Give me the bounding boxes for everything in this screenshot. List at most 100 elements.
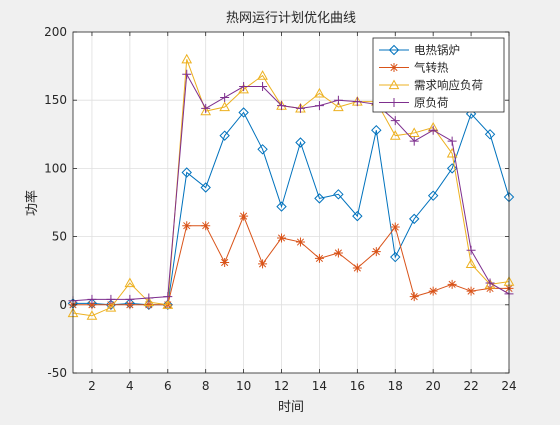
y-tick-label: 150 xyxy=(44,93,67,107)
x-tick-label: 20 xyxy=(426,379,441,393)
legend-marker xyxy=(388,79,400,90)
x-tick-label: 16 xyxy=(350,379,365,393)
y-tick-label: 100 xyxy=(44,161,67,175)
data-point xyxy=(238,83,249,94)
data-point xyxy=(105,301,117,312)
data-point xyxy=(239,82,249,92)
x-axis-label: 时间 xyxy=(278,400,304,415)
data-point xyxy=(125,294,135,304)
y-tick-label: 200 xyxy=(44,25,67,39)
x-tick-label: 12 xyxy=(274,379,289,393)
data-point xyxy=(333,95,343,105)
data-point xyxy=(144,300,154,310)
data-point xyxy=(333,189,344,200)
data-point xyxy=(182,221,192,231)
legend-label: 需求响应负荷 xyxy=(414,78,483,92)
data-point xyxy=(314,87,325,98)
legend-entry: 电热锅炉 xyxy=(379,43,460,57)
data-point xyxy=(314,253,324,263)
y-tick-label: 50 xyxy=(52,230,67,244)
legend-entry: 气转热 xyxy=(379,61,449,75)
y-axis-label: 功率 xyxy=(24,190,40,216)
data-point xyxy=(352,97,362,107)
data-point xyxy=(200,105,212,116)
data-point xyxy=(276,201,287,212)
data-point xyxy=(143,296,155,307)
chart-title: 热网运行计划优化曲线 xyxy=(226,11,356,26)
data-point xyxy=(295,237,305,247)
data-point xyxy=(408,127,420,138)
data-point xyxy=(220,92,230,102)
legend-marker xyxy=(389,63,399,72)
data-point xyxy=(181,53,193,64)
data-point xyxy=(162,299,174,309)
x-tick-label: 2 xyxy=(88,379,96,393)
data-point xyxy=(87,300,97,310)
data-point xyxy=(277,233,287,243)
data-point xyxy=(446,163,458,174)
y-tick-label: -50 xyxy=(47,366,67,380)
data-point xyxy=(219,101,231,112)
data-point xyxy=(409,292,419,302)
data-point xyxy=(409,213,420,225)
legend-marker xyxy=(388,44,400,56)
data-point xyxy=(200,182,211,193)
legend-label: 原负荷 xyxy=(414,96,449,110)
data-point xyxy=(295,103,305,113)
data-point xyxy=(465,258,477,268)
x-tick-label: 10 xyxy=(236,379,251,393)
data-point xyxy=(219,130,230,141)
x-tick-label: 14 xyxy=(312,379,327,393)
x-tick-label: 22 xyxy=(463,379,478,393)
data-point xyxy=(87,294,97,304)
data-point xyxy=(466,245,476,255)
legend-label: 气转热 xyxy=(414,61,449,75)
data-point xyxy=(390,222,400,232)
data-point xyxy=(258,82,268,92)
plot-frame xyxy=(72,31,510,374)
data-point xyxy=(163,292,173,302)
data-point xyxy=(314,193,325,204)
data-point xyxy=(390,116,400,126)
data-point xyxy=(295,137,306,148)
data-point xyxy=(447,279,457,289)
data-point xyxy=(371,247,381,257)
data-point xyxy=(485,278,495,288)
data-point xyxy=(144,293,154,303)
data-point xyxy=(428,286,438,296)
data-point xyxy=(106,294,116,304)
data-point xyxy=(181,167,192,178)
x-tick-label: 24 xyxy=(501,379,516,393)
data-point xyxy=(390,251,401,263)
x-tick-label: 8 xyxy=(202,379,210,393)
data-point xyxy=(352,263,362,273)
x-tick-label: 18 xyxy=(388,379,403,393)
data-point xyxy=(182,69,192,79)
data-point xyxy=(447,136,457,146)
data-point xyxy=(484,129,496,140)
data-point xyxy=(238,107,249,118)
data-point xyxy=(466,286,476,296)
legend-marker xyxy=(389,98,399,107)
data-point xyxy=(371,125,382,136)
legend-entry: 原负荷 xyxy=(379,96,449,110)
data-point xyxy=(124,277,136,288)
data-point xyxy=(201,221,211,231)
y-tick-label: 0 xyxy=(59,298,67,312)
legend-entry: 需求响应负荷 xyxy=(379,78,483,92)
data-point xyxy=(389,130,401,140)
data-point xyxy=(125,300,135,310)
data-point xyxy=(106,300,116,310)
data-point xyxy=(333,101,344,112)
data-point xyxy=(86,310,98,320)
legend-label: 电热锅炉 xyxy=(414,43,460,57)
data-point xyxy=(201,103,211,113)
data-point xyxy=(277,101,287,111)
data-point xyxy=(427,190,439,201)
data-point xyxy=(257,70,268,80)
data-point xyxy=(257,144,268,155)
